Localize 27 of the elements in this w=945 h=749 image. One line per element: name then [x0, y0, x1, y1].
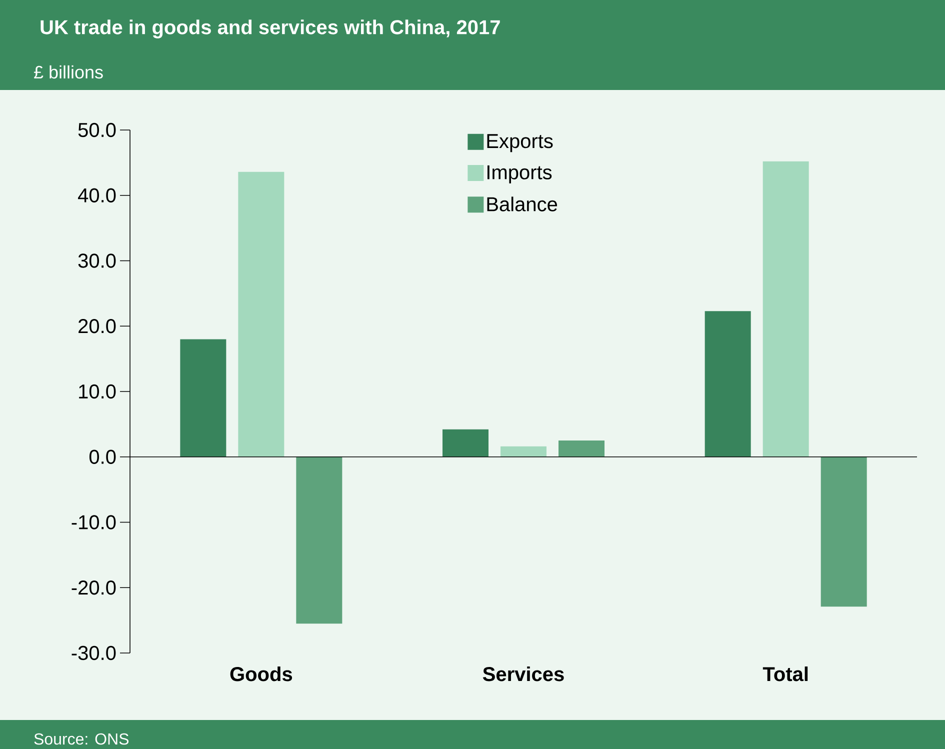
bar [238, 172, 284, 457]
bar [762, 161, 809, 457]
legend-label: Imports [488, 165, 552, 184]
bar [820, 456, 867, 607]
legend-label: Exports [487, 134, 553, 152]
y-tick-label: 0.0 [89, 450, 116, 464]
chart-title: UK trade in goods and services with China, 2017 [40, 20, 500, 38]
bar [500, 446, 547, 457]
y-tick-label: 10.0 [79, 384, 116, 399]
source-note: Source: ONS [34, 733, 129, 745]
chart-subtitle: £ billions [34, 65, 103, 79]
x-tick-label: Services [482, 666, 564, 682]
y-tick-label: -30.0 [72, 646, 116, 660]
bar [296, 456, 342, 624]
y-tick-label: 50.0 [78, 122, 116, 138]
x-tick-label: Total [762, 666, 808, 682]
bar [180, 339, 226, 457]
legend-label: Balance [487, 196, 558, 212]
y-tick-label: -10.0 [72, 515, 116, 530]
y-tick-label: 30.0 [78, 254, 116, 268]
y-tick-label: 40.0 [78, 188, 116, 202]
y-tick-label: -20.0 [72, 580, 116, 595]
x-tick-label: Goods [230, 666, 292, 682]
bar [558, 440, 605, 457]
y-tick-label: 20.0 [78, 319, 116, 334]
bar [704, 311, 751, 457]
bar [442, 429, 489, 457]
